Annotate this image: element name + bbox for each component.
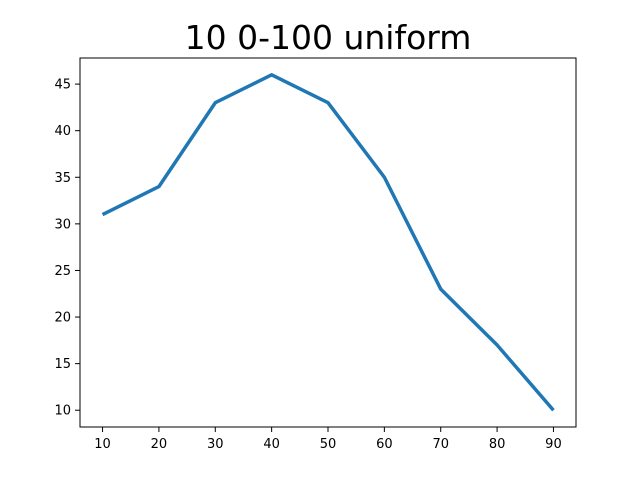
x-tick-label: 60 <box>376 437 393 452</box>
y-tick-label: 30 <box>54 217 71 232</box>
axis-ticks: 10 20 30 40 50 60 70 80 90 10 15 20 25 30 35 40 45 <box>54 78 561 452</box>
y-tick-label: 10 <box>54 404 71 419</box>
x-tick-label: 80 <box>489 437 506 452</box>
y-tick-label: 45 <box>54 78 71 93</box>
y-tick-label: 35 <box>54 171 71 186</box>
x-tick-label: 20 <box>151 437 168 452</box>
x-tick-label: 70 <box>432 437 449 452</box>
y-tick-label: 25 <box>54 264 71 279</box>
y-tick-label: 40 <box>54 124 71 139</box>
series-line-0 <box>101 73 555 412</box>
series-layer <box>101 73 555 412</box>
y-tick-label: 15 <box>54 357 71 372</box>
x-tick-label: 40 <box>263 437 280 452</box>
y-tick-label: 20 <box>54 311 71 326</box>
x-tick-label: 30 <box>207 437 224 452</box>
chart-title: 10 0-100 uniform <box>185 18 472 57</box>
x-tick-label: 50 <box>320 437 337 452</box>
plot-area-frame <box>79 57 577 428</box>
x-tick-label: 90 <box>545 437 562 452</box>
x-tick-label: 10 <box>94 437 111 452</box>
